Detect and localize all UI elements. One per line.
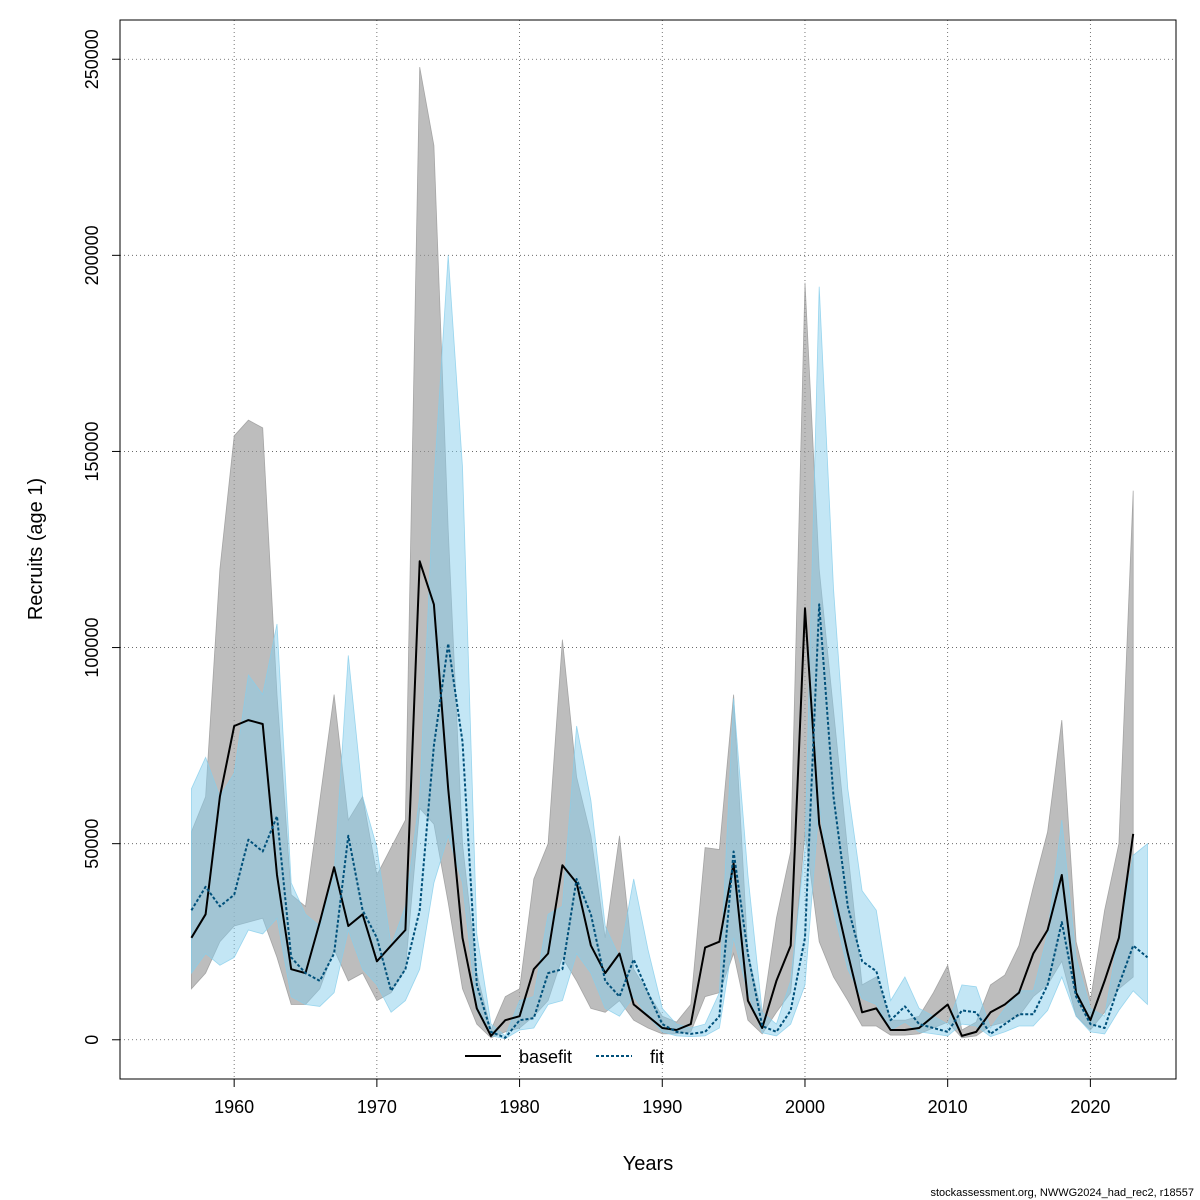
x-tick-label: 1990 xyxy=(642,1097,682,1117)
y-axis-title: Recruits (age 1) xyxy=(25,478,47,620)
series-line-basefit xyxy=(190,560,1135,1037)
x-tick-label: 1970 xyxy=(357,1097,397,1117)
confidence-band-fit xyxy=(191,255,1148,1040)
x-tick-label: 1980 xyxy=(500,1097,540,1117)
series-line-fit xyxy=(190,603,1149,1039)
y-tick-label: 250000 xyxy=(82,29,102,89)
y-tick-label: 0 xyxy=(82,1035,102,1045)
plot-frame xyxy=(119,19,1177,1080)
y-tick-label: 150000 xyxy=(82,421,102,481)
legend-label-fit: fit xyxy=(650,1047,664,1067)
series-lines xyxy=(190,560,1149,1039)
x-tick-label: 2000 xyxy=(785,1097,825,1117)
x-tick-label: 2020 xyxy=(1070,1097,1110,1117)
x-tick-label: 2010 xyxy=(928,1097,968,1117)
footer-source: stockassessment.org, NWWG2024_had_rec2, … xyxy=(930,1187,1194,1199)
x-axis-title: Years xyxy=(623,1153,673,1175)
y-tick-label: 50000 xyxy=(82,819,102,869)
confidence-bands xyxy=(191,67,1148,1040)
x-tick-label: 1960 xyxy=(214,1097,254,1117)
grid-lines xyxy=(120,20,1176,1079)
y-tick-label: 100000 xyxy=(82,618,102,678)
legend: basefit fit xyxy=(465,1047,664,1067)
y-tick-label: 200000 xyxy=(82,225,102,285)
legend-label-basefit: basefit xyxy=(519,1047,572,1067)
axes: 1960 1970 1980 1990 2000 2010 2020 0 50000 100000… xyxy=(82,29,1110,1117)
